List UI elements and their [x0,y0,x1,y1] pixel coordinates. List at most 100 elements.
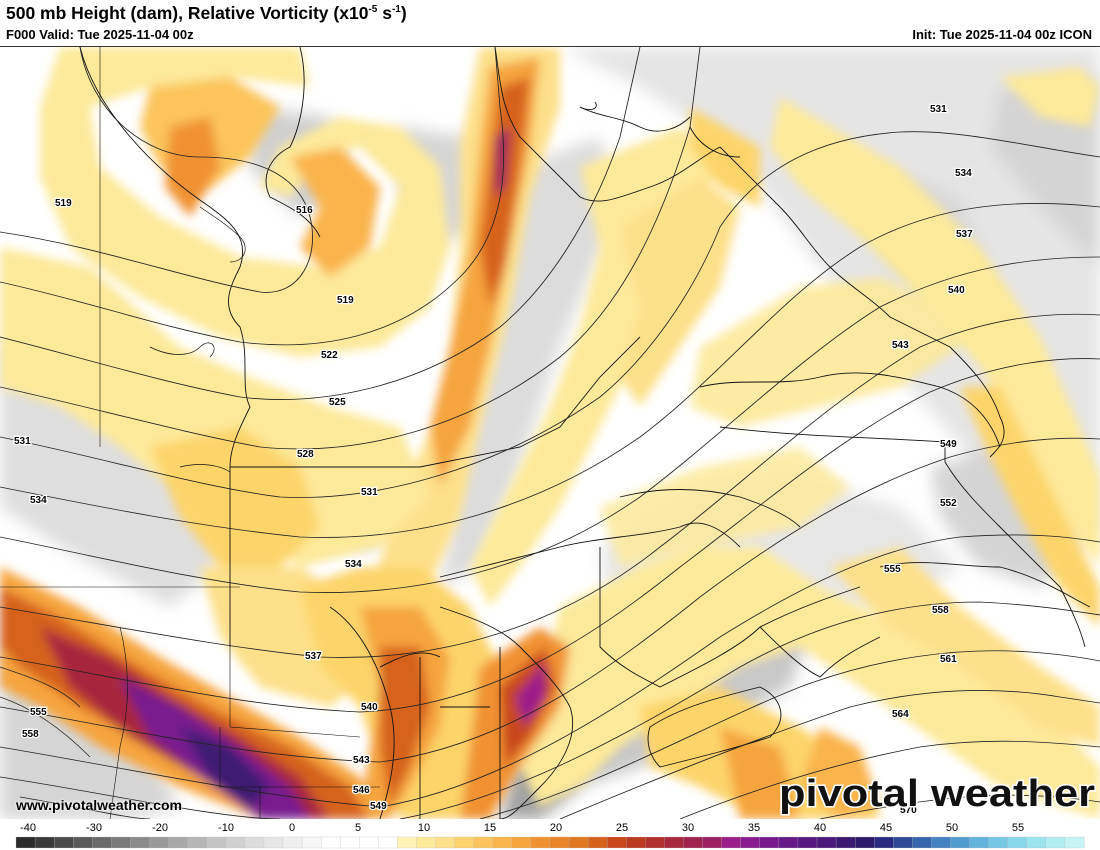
colorbar-swatch [454,836,475,849]
colorbar-swatch [778,836,799,849]
svg-text:pivotal weather: pivotal weather [779,773,1095,815]
colorbar-swatch [645,836,665,849]
contour-label: 528 [297,449,314,460]
colorbar-swatch [1026,836,1047,849]
chart-title: 500 mb Height (dam), Relative Vorticity … [6,3,407,23]
colorbar-swatch [187,836,208,849]
colorbar-swatch [568,836,589,849]
colorbar-swatch [492,836,513,849]
colorbar-tick-label: -10 [218,822,234,834]
colorbar-swatch [149,836,170,849]
contour-label: 540 [948,285,965,296]
colorbar-swatch [340,836,360,849]
init-time: Init: Tue 2025-11-04 00z ICON [912,27,1092,42]
colorbar-tick-label: -20 [152,822,168,834]
colorbar-swatch [1007,836,1028,849]
colorbar-swatch [816,836,837,849]
contour-label: 537 [956,229,973,240]
colorbar-swatch [15,836,36,849]
weather-map: 516 519 519 522 525 528 531 531 531 534 … [0,46,1100,819]
colorbar-swatch [225,836,246,849]
valid-time: F000 Valid: Tue 2025-11-04 00z [6,27,194,42]
contour-label: 543 [892,340,909,351]
colorbar-swatch [530,836,551,849]
contour-label: 543 [353,755,370,766]
pivotal-weather-logo: pivotal weather [779,772,1097,817]
colorbar-swatch [912,836,932,849]
contour-label: 531 [14,436,31,447]
contour-label: 522 [321,350,338,361]
colorbar-tick-label: 10 [418,822,430,834]
contour-label: 555 [30,707,47,718]
contour-label: 555 [884,564,901,575]
colorbar-swatch [893,836,913,849]
colorbar-tick-label: 40 [814,822,826,834]
colorbar-swatch [797,836,818,849]
contour-label: 540 [361,702,378,713]
colorbar-swatch [549,836,570,849]
colorbar-swatch [206,836,227,849]
colorbar-swatch [282,836,303,849]
colorbar-swatch [740,836,761,849]
colorbar-swatch [34,836,55,849]
contour-label: 519 [55,198,72,209]
colorbar-tick-label: 25 [616,822,628,834]
chart-header: 500 mb Height (dam), Relative Vorticity … [0,0,1100,46]
colorbar-swatch [359,836,379,849]
colorbar-tick-label: 0 [289,822,295,834]
colorbar-swatch [53,836,74,849]
vorticity-colorbar: -40 -30 -20 -10 0 5 10 15 20 25 30 35 40 45 50 55 [15,822,1085,849]
colorbar-swatch [969,836,990,849]
height-contours [0,47,1100,819]
colorbar-swatch [702,836,723,849]
colorbar-swatches [15,836,1085,849]
colorbar-swatch [130,836,150,849]
contour-label: 564 [892,709,909,720]
colorbar-swatch [511,836,532,849]
contour-label: 558 [932,605,949,616]
colorbar-tick-label: 30 [682,822,694,834]
colorbar-swatch [1045,836,1066,849]
contour-label: 570 [900,805,917,816]
colorbar-swatch [473,836,494,849]
contour-label: 531 [930,104,947,115]
colorbar-swatch [263,836,284,849]
colorbar-tick-label: 35 [748,822,760,834]
contour-label: 516 [296,205,313,216]
colorbar-tick-label: 50 [946,822,958,834]
contour-label: 534 [955,168,972,179]
colorbar-tick-label: -40 [20,822,36,834]
colorbar-swatch [1064,836,1085,849]
contour-label: 525 [329,397,346,408]
colorbar-swatch [301,836,322,849]
contour-labels: 516 519 519 522 525 528 531 531 531 534 … [13,103,975,818]
colorbar-swatch [378,836,398,849]
colorbar-swatch [587,836,608,849]
colorbar-swatch [874,836,894,849]
colorbar-swatch [759,836,780,849]
colorbar-swatch [320,836,341,849]
colorbar-swatch [626,836,646,849]
colorbar-swatch [92,836,112,849]
colorbar-swatch [835,836,856,849]
colorbar-swatch [721,836,742,849]
colorbar-swatch [664,836,684,849]
contour-label: 558 [22,729,39,740]
colorbar-swatch [416,836,437,849]
contour-label: 537 [305,651,322,662]
colorbar-swatch [854,836,875,849]
contour-label: 546 [353,785,370,796]
colorbar-swatch [607,836,627,849]
colorbar-swatch [168,836,189,849]
colorbar-swatch [950,836,971,849]
colorbar-swatch [244,836,265,849]
colorbar-tick-label: 20 [550,822,562,834]
colorbar-tick-label: -30 [86,822,102,834]
colorbar-tick-label: 45 [880,822,892,834]
colorbar-tick-label: 5 [355,822,361,834]
colorbar-tick-label: 55 [1012,822,1024,834]
contour-label: 552 [940,498,957,509]
colorbar-tick-label: 15 [484,822,496,834]
contour-label: 531 [361,487,378,498]
colorbar-swatch [397,836,417,849]
